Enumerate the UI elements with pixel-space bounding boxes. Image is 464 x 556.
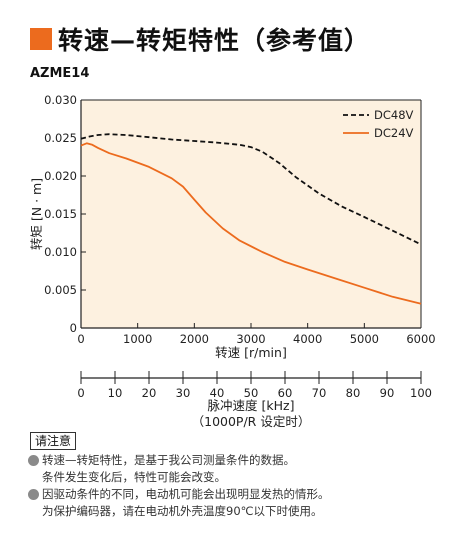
pulse-tick-label: 30: [176, 386, 191, 400]
x-tick-label: 0: [77, 332, 84, 346]
x-tick-label: 6000: [406, 332, 435, 346]
y-tick-label: 0.010: [44, 245, 77, 259]
model-name: AZME14: [30, 66, 90, 81]
y-tick-label: 0.015: [44, 207, 77, 221]
legend-label-dc48v: DC48V: [374, 108, 414, 122]
plot-area: [81, 100, 421, 328]
x-tick-label: 1000: [123, 332, 152, 346]
pulse-tick-label: 100: [410, 386, 432, 400]
series-line-dc48v: [80, 133, 422, 246]
note-item: 转速—转矩特性，是基于我公司测量条件的数据。 条件发生变化后，特性可能会改变。: [28, 452, 448, 486]
pulse-axis-note: （1000P/R 设定时）: [192, 414, 311, 429]
note-line: 因驱动条件的不同，电动机可能会出现明显发热的情形。: [42, 487, 330, 501]
bullet-icon: [28, 489, 39, 500]
bullet-icon: [28, 455, 39, 466]
y-tick-label: 0.030: [44, 93, 77, 107]
note-line: 为保护编码器，请在电动机外壳温度90℃以下时使用。: [42, 504, 323, 518]
notes-list: 转速—转矩特性，是基于我公司测量条件的数据。 条件发生变化后，特性可能会改变。 …: [28, 452, 448, 520]
y-tick-label: 0.025: [44, 131, 77, 145]
pulse-tick-label: 90: [380, 386, 395, 400]
y-tick-label: 0.005: [44, 283, 77, 297]
legend-label-dc24v: DC24V: [374, 126, 414, 140]
pulse-axis-title: 脉冲速度 [kHz]: [208, 398, 295, 413]
pulse-tick-label: 60: [278, 386, 293, 400]
y-tick-label: 0.020: [44, 169, 77, 183]
note-line: 条件发生变化后，特性可能会改变。: [42, 470, 226, 484]
y-tick-label: 0: [70, 321, 77, 335]
pulse-tick-label: 20: [142, 386, 157, 400]
x-tick-label: 4000: [293, 332, 322, 346]
title-marker: [30, 28, 52, 50]
pulse-tick-label: 80: [346, 386, 361, 400]
x-tick-label: 3000: [236, 332, 265, 346]
pulse-tick-label: 0: [77, 386, 84, 400]
note-line: 转速—转矩特性，是基于我公司测量条件的数据。: [42, 453, 295, 467]
notes-header: 请注意: [30, 432, 77, 450]
series-line-dc24v: [80, 142, 422, 305]
pulse-tick-label: 40: [210, 386, 225, 400]
pulse-tick-label: 50: [244, 386, 259, 400]
y-axis-title: 转矩 [N · m]: [29, 178, 44, 250]
x-axis-title: 转速 [r/min]: [215, 345, 287, 360]
title-block: 转速—转矩特性（参考值）: [30, 22, 370, 56]
x-tick-label: 2000: [180, 332, 209, 346]
chart-title: 转速—转矩特性（参考值）: [58, 26, 371, 55]
note-item: 因驱动条件的不同，电动机可能会出现明显发热的情形。 为保护编码器，请在电动机外壳…: [28, 486, 448, 520]
x-tick-label: 5000: [350, 332, 379, 346]
pulse-tick-label: 70: [312, 386, 327, 400]
pulse-tick-label: 10: [108, 386, 123, 400]
